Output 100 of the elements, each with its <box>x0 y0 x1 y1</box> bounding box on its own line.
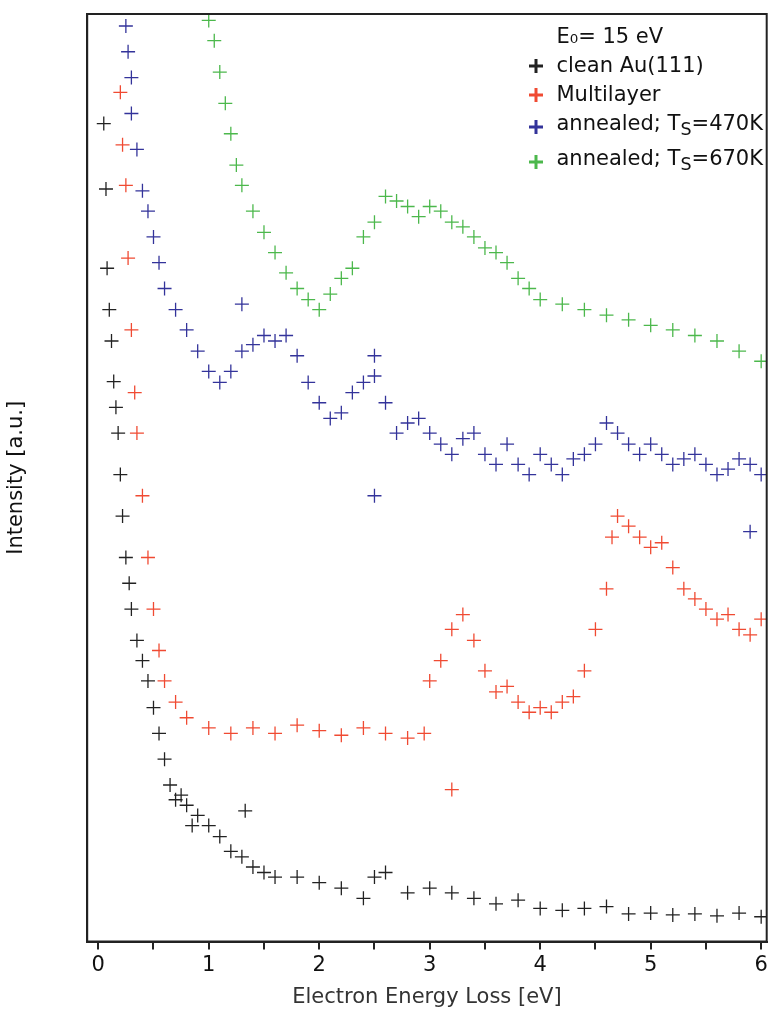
point <box>201 14 217 29</box>
point <box>114 137 131 153</box>
point <box>245 859 261 875</box>
point <box>228 157 245 173</box>
point <box>731 905 747 921</box>
point <box>709 908 725 924</box>
x-tick-label: 0 <box>91 951 105 976</box>
point <box>311 302 327 318</box>
point <box>753 353 767 369</box>
point <box>399 885 416 901</box>
point <box>98 181 114 197</box>
point <box>156 673 173 689</box>
point <box>587 621 604 637</box>
point <box>206 33 222 49</box>
point <box>444 621 460 637</box>
point <box>422 198 438 215</box>
point <box>466 632 482 649</box>
point <box>237 803 253 819</box>
point <box>687 591 703 607</box>
point <box>110 425 126 441</box>
point <box>576 663 593 679</box>
point <box>488 896 504 912</box>
point <box>223 843 239 859</box>
point <box>709 611 725 627</box>
point <box>333 880 349 896</box>
point <box>399 198 416 215</box>
point <box>355 890 372 906</box>
point <box>643 317 659 333</box>
point <box>565 688 581 705</box>
point <box>554 694 570 710</box>
point <box>145 601 162 617</box>
point <box>510 694 526 710</box>
point <box>422 673 438 689</box>
point <box>140 673 156 689</box>
point <box>709 333 725 349</box>
point <box>134 488 151 504</box>
point <box>289 869 305 885</box>
point <box>151 642 167 659</box>
point <box>123 322 140 338</box>
point <box>121 575 137 591</box>
point <box>129 425 145 441</box>
point <box>118 549 134 566</box>
y-axis-title: Intensity [a.u.] <box>3 400 28 555</box>
point <box>521 280 537 297</box>
point <box>576 302 593 318</box>
point <box>731 621 747 637</box>
point <box>554 296 570 312</box>
point <box>532 900 548 917</box>
point <box>114 508 131 524</box>
point <box>510 892 526 908</box>
point <box>129 632 145 649</box>
point <box>278 265 294 281</box>
point <box>620 518 637 534</box>
point <box>665 322 681 338</box>
point <box>223 126 239 142</box>
point <box>598 581 615 597</box>
point <box>234 849 250 865</box>
point <box>753 611 767 627</box>
point <box>234 177 250 193</box>
point <box>466 890 482 906</box>
point <box>377 864 394 881</box>
point <box>643 905 659 921</box>
point <box>609 508 626 524</box>
point <box>223 725 239 742</box>
point <box>108 399 124 415</box>
point <box>366 214 383 230</box>
point <box>598 307 615 323</box>
point <box>687 327 703 344</box>
point <box>300 291 316 308</box>
point <box>510 270 526 287</box>
point <box>477 663 493 679</box>
point <box>178 710 195 726</box>
point <box>333 727 349 743</box>
point <box>422 880 438 896</box>
point <box>554 902 570 918</box>
point <box>245 720 261 736</box>
point <box>173 787 189 803</box>
point <box>720 606 736 623</box>
point <box>256 864 272 881</box>
point <box>123 601 140 617</box>
x-tick-label: 2 <box>312 951 326 976</box>
x-axis-title: Electron Energy Loss [eV] <box>292 983 562 1008</box>
point <box>433 653 449 669</box>
point <box>178 797 195 813</box>
point <box>127 384 143 401</box>
point <box>477 240 493 256</box>
legend-label: Multilayer <box>556 81 661 108</box>
point <box>311 875 327 891</box>
point <box>620 906 637 922</box>
point <box>212 828 228 845</box>
point <box>120 250 136 266</box>
point <box>455 219 471 235</box>
point <box>99 260 115 276</box>
point <box>444 885 460 901</box>
point <box>212 64 228 80</box>
legend-label: annealed; T$_{S}$=670K <box>556 145 763 177</box>
point <box>532 699 548 716</box>
point <box>103 333 120 349</box>
x-tick-label: 4 <box>533 951 547 976</box>
point <box>631 529 648 545</box>
